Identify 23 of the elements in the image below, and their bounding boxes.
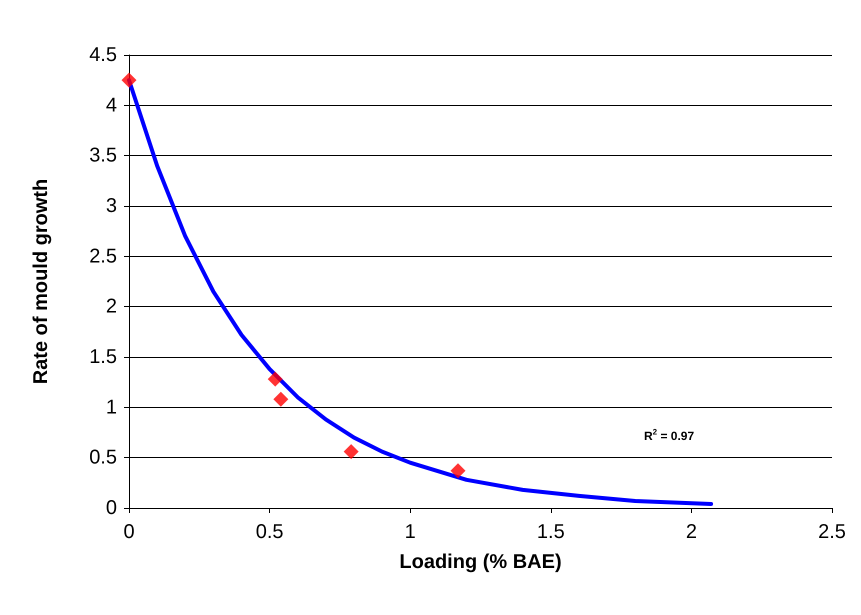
y-tick-label: 4.5 — [89, 44, 117, 66]
y-tick-label: 2 — [106, 296, 117, 318]
x-tick-label: 0.5 — [256, 521, 284, 543]
x-tick-label: 1 — [404, 521, 416, 543]
x-tick-label: 2.5 — [818, 521, 846, 543]
y-axis-title: Rate of mould growth — [30, 178, 52, 384]
point — [344, 444, 359, 460]
point — [122, 72, 136, 88]
x-tick-label: 1.5 — [536, 521, 565, 543]
y-tick-label: 1 — [106, 396, 117, 418]
x-axis-title: Loading (% BAE) — [399, 551, 562, 573]
y-tick-label: 3 — [106, 195, 117, 217]
x-tick-label: 2 — [686, 521, 697, 543]
point — [268, 372, 283, 387]
y-tick-label: 0.5 — [89, 446, 117, 469]
point — [450, 463, 466, 478]
y-tick-label: 3.5 — [89, 144, 117, 167]
y-tick-label: 4 — [106, 94, 117, 116]
y-tick-label: 1.5 — [89, 346, 117, 368]
x-tick-label: 0 — [123, 521, 135, 543]
y-tick-label: 2.5 — [89, 245, 117, 268]
point — [273, 392, 288, 407]
y-tick-label: 0 — [106, 497, 117, 519]
